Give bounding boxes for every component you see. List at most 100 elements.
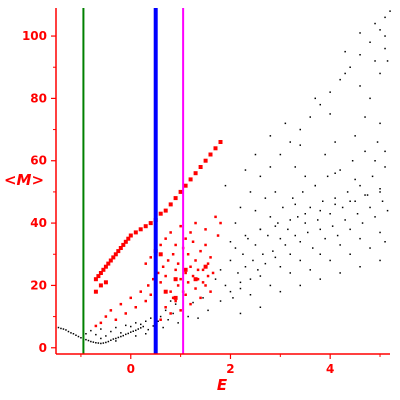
data-point [115,326,117,329]
data-point [292,197,294,199]
data-point [259,275,262,277]
data-point [302,191,304,193]
data-point [249,294,252,296]
data-point [177,322,179,324]
data-point [191,240,195,243]
data-point [326,175,329,178]
data-point [344,50,346,53]
data-point [334,203,336,206]
data-point [351,160,354,162]
data-point [284,244,287,246]
data-point [384,16,386,19]
data-point [274,256,277,259]
data-point [128,233,133,238]
data-point [381,200,384,202]
data-point [274,191,277,193]
data-point [130,325,132,328]
data-point [214,215,217,219]
data-point [163,289,168,294]
series-2 [93,140,223,300]
data-point [173,196,178,201]
data-point [369,247,371,249]
data-point [148,221,153,226]
data-point [130,331,132,333]
data-point [249,191,252,193]
data-point [144,299,147,303]
data-point [206,262,210,265]
data-point [206,274,210,278]
data-point [189,231,192,234]
data-point [289,141,291,143]
data-point [120,335,122,338]
data-point [269,216,272,218]
data-point [95,333,97,336]
data-point [239,287,242,290]
data-point [92,341,95,343]
data-point [127,332,129,335]
data-point [57,326,60,329]
data-point [108,258,113,263]
data-point [341,206,344,209]
data-point [164,274,167,278]
data-point [135,335,137,337]
data-point [169,312,172,315]
data-point [162,326,164,329]
data-point [279,266,282,268]
data-point [216,234,220,237]
data-point [119,302,123,306]
data-point [188,177,193,182]
data-point [135,329,137,332]
data-point [184,293,187,296]
data-point [319,278,321,280]
data-point [299,128,301,131]
data-point [309,206,311,209]
data-point [294,166,296,168]
data-point [134,306,137,309]
data-point [94,324,98,328]
data-point [75,334,77,336]
data-point [346,191,349,193]
data-point [122,334,124,337]
data-point [201,268,205,272]
data-point [93,289,98,294]
data-point [196,268,200,272]
data-point [349,66,351,68]
data-point [85,333,87,335]
data-point [90,329,92,332]
data-point [289,272,291,274]
data-point [309,269,311,271]
data-point [269,166,272,168]
y-tick-label: 80 [30,91,47,105]
data-point [329,259,331,262]
data-point [145,333,147,335]
data-point [118,246,123,250]
data-point [384,47,386,50]
y-tick-label: 20 [30,278,47,292]
x-axis-title: E [217,376,228,394]
data-point [314,97,316,100]
data-point [294,203,296,206]
data-point [113,252,118,257]
data-point [67,330,70,333]
data-point [191,274,195,278]
data-point [379,231,381,234]
data-point [294,234,296,237]
data-point [259,306,262,308]
data-point [379,259,381,262]
data-point [114,318,118,321]
data-point [109,309,113,312]
data-point [279,237,282,240]
data-point [379,72,381,75]
data-point [224,184,227,187]
data-point [359,32,361,34]
data-point [386,60,389,62]
data-point [98,271,103,275]
data-point [359,85,361,87]
data-point [339,169,341,171]
data-point [164,237,167,240]
data-point [194,287,197,290]
data-point [164,309,167,312]
data-point [369,97,371,100]
data-point [62,328,65,330]
